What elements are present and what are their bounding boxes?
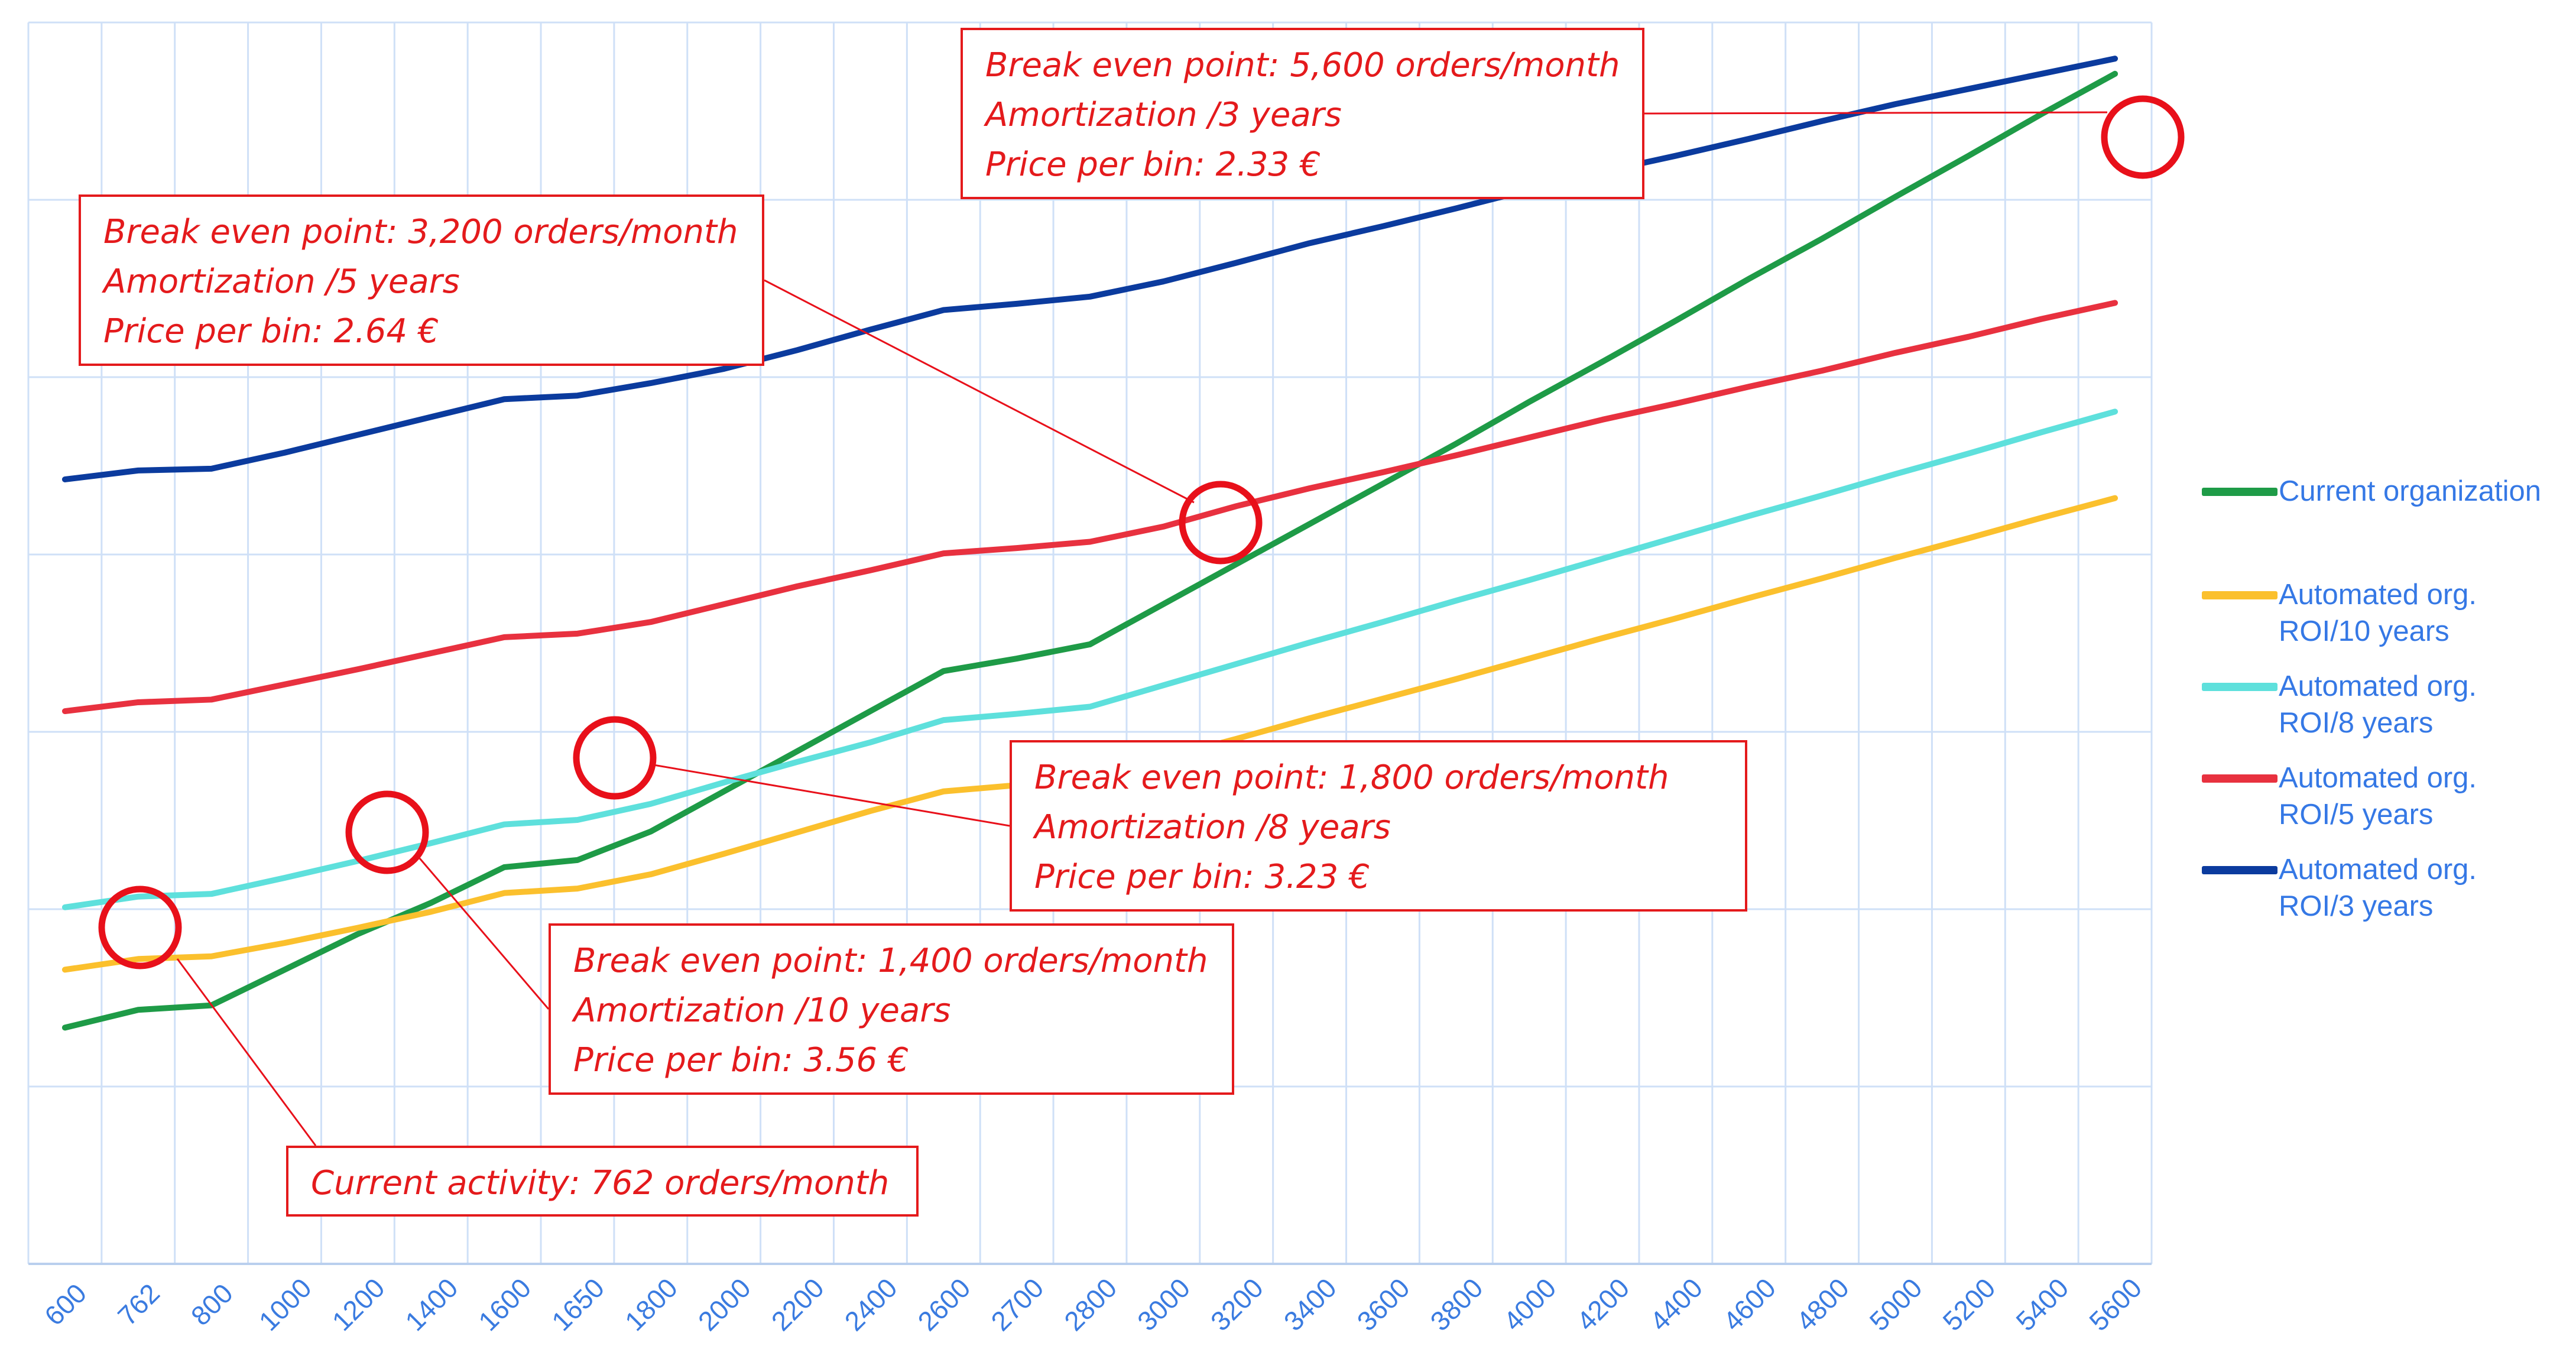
x-tick-label: 1650 [546, 1272, 610, 1337]
series-line [61, 408, 2118, 910]
x-tick-label: 3400 [1278, 1272, 1342, 1337]
x-tick-label: 762 [112, 1277, 166, 1331]
legend-label: Automated org. ROI/8 years [2279, 670, 2477, 739]
series-lines [61, 56, 2118, 1031]
break-even-circle [573, 716, 657, 800]
x-tick-label: 3800 [1424, 1272, 1488, 1337]
series-line [61, 300, 2118, 715]
callout-line: Break even point: 1,400 orders/month [573, 942, 1208, 980]
legend-swatch [2202, 488, 2277, 496]
callout-line: Price per bin: 2.33 € [985, 145, 1321, 184]
callout-line: Break even point: 3,200 orders/month [103, 213, 738, 251]
series-line [61, 70, 2118, 1031]
x-tick-label: 2600 [911, 1272, 976, 1337]
x-tick-label: 600 [38, 1277, 92, 1331]
legend-swatch [2202, 591, 2277, 599]
x-tick-label: 3200 [1205, 1272, 1269, 1337]
legend-label: Automated org. ROI/10 years [2279, 579, 2477, 647]
x-tick-label: 3600 [1351, 1272, 1416, 1337]
callout-line: Amortization /8 years [1034, 808, 1391, 847]
legend-label: Automated org. ROI/5 years [2279, 762, 2477, 831]
callout-leader-line [650, 763, 1010, 827]
highlight-circles [98, 95, 2185, 969]
callout-line: Price per bin: 3.56 € [573, 1041, 909, 1079]
x-tick-label: 4400 [1644, 1272, 1708, 1337]
callout-line: Break even point: 1,800 orders/month [1034, 758, 1669, 797]
callout-box: Break even point: 1,400 orders/month Amor… [549, 923, 1234, 1095]
x-tick-label: 4800 [1790, 1272, 1855, 1337]
callout-leader-line [764, 279, 1195, 504]
x-tick-label: 2000 [692, 1272, 757, 1337]
callout-box: Break even point: 3,200 orders/month Amor… [79, 194, 764, 366]
x-tick-label: 4600 [1717, 1272, 1782, 1337]
callout-box: Current activity: 762 orders/month [286, 1146, 919, 1217]
callout-leader-line [176, 958, 317, 1146]
legend-swatch [2202, 866, 2277, 874]
x-tick-label: 2400 [839, 1272, 903, 1337]
break-even-circle [2101, 95, 2185, 179]
callout-line: Price per bin: 3.23 € [1034, 858, 1370, 896]
callout-line: Amortization /10 years [573, 991, 951, 1030]
legend-label: Automated org. ROI/3 years [2279, 854, 2477, 922]
x-tick-label: 2800 [1058, 1272, 1122, 1337]
legend-swatch [2202, 683, 2277, 691]
legend-label: Current organization [2279, 475, 2541, 507]
callout-line: Break even point: 5,600 orders/month [985, 46, 1620, 85]
x-tick-label: 2200 [765, 1272, 830, 1337]
break-even-circle [98, 886, 182, 969]
x-tick-label: 4000 [1497, 1272, 1562, 1337]
x-tick-label: 5400 [2010, 1272, 2074, 1337]
callout-leader-line [418, 858, 550, 1010]
x-tick-label: 1400 [399, 1272, 463, 1337]
x-tick-label: 3000 [1131, 1272, 1196, 1337]
callout-line: Amortization /3 years [985, 96, 1342, 134]
x-tick-label: 1200 [326, 1272, 390, 1337]
x-tick-label: 800 [185, 1277, 239, 1331]
callout-box: Break even point: 5,600 orders/month Amor… [961, 28, 1644, 199]
x-tick-label: 5200 [1936, 1272, 2001, 1337]
callout-line: Current activity: 762 orders/month [311, 1164, 890, 1202]
x-tick-label: 2700 [985, 1272, 1049, 1337]
callout-box: Break even point: 1,800 orders/month Amor… [1010, 740, 1747, 912]
series-line [61, 56, 2118, 482]
callout-leaders [176, 111, 2108, 1146]
x-tick-label: 4200 [1571, 1272, 1635, 1337]
legend-swatch [2202, 774, 2277, 783]
x-axis-ticks: 600 762 800 1000 1200 1400 1600 1650 1800 2000 220… [38, 1272, 2147, 1337]
break-even-circle [1179, 481, 1263, 565]
callout-leader-line [1644, 111, 2108, 115]
x-tick-label: 5600 [2083, 1272, 2147, 1337]
callout-line: Price per bin: 2.64 € [103, 312, 439, 351]
x-tick-label: 1000 [253, 1272, 317, 1337]
break-even-circle [345, 790, 429, 874]
x-tick-label: 1800 [619, 1272, 683, 1337]
x-tick-label: 1600 [472, 1272, 537, 1337]
x-tick-label: 5000 [1864, 1272, 1928, 1337]
callout-line: Amortization /5 years [103, 262, 460, 301]
